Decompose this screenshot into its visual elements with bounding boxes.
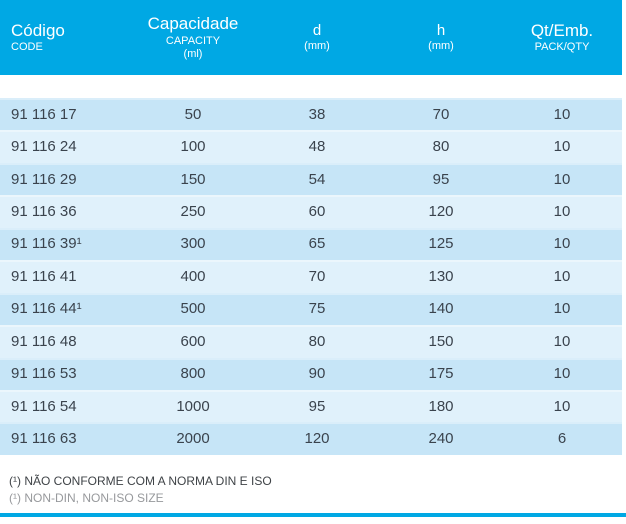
table-header: Código CODE Capacidade CAPACITY (ml) d (…	[0, 0, 622, 75]
cell-h: 80	[432, 138, 450, 156]
header-col-capacity: Capacidade CAPACITY (ml)	[132, 0, 254, 75]
cell-code: 91 116 54	[11, 397, 77, 415]
cell-h: 240	[428, 430, 454, 448]
cell-capacity: 100	[180, 138, 206, 156]
cell-d: 120	[304, 430, 330, 448]
cell-qty: 10	[553, 235, 571, 253]
header-code-sublabel: CODE	[11, 41, 43, 54]
header-capacity-label: Capacidade	[147, 14, 239, 34]
cell-d: 38	[308, 105, 326, 123]
header-col-qty: Qt/Emb. PACK/QTY	[502, 0, 622, 75]
cell-code: 91 116 44¹	[11, 300, 82, 318]
header-capacity-sublabel: CAPACITY	[165, 34, 221, 47]
table-row: 91 116 53 800 90 175 10	[0, 357, 622, 390]
cell-code: 91 116 53	[11, 365, 77, 383]
cell-code: 91 116 63	[11, 430, 77, 448]
header-qty-sublabel: PACK/QTY	[534, 41, 590, 54]
cell-capacity: 500	[180, 300, 206, 318]
cell-code: 91 116 36	[11, 203, 77, 221]
table-row: 91 116 44¹ 500 75 140 10	[0, 292, 622, 326]
cell-capacity: 400	[180, 267, 206, 285]
cell-qty: 10	[553, 138, 571, 156]
cell-qty: 10	[553, 365, 571, 383]
header-col-code: Código CODE	[0, 0, 132, 75]
cell-d: 90	[308, 365, 326, 383]
header-code-label: Código	[11, 20, 65, 40]
footnotes: (¹) NÃO CONFORME COM A NORMA DIN E ISO (…	[0, 473, 626, 507]
header-d-unit: (mm)	[304, 39, 330, 52]
cell-capacity: 2000	[176, 430, 210, 448]
cell-d: 80	[308, 332, 326, 350]
header-col-h: h (mm)	[380, 0, 502, 75]
cell-qty: 10	[553, 170, 571, 188]
cell-d: 70	[308, 267, 326, 285]
cell-code: 91 116 41	[11, 267, 77, 285]
cell-capacity: 800	[180, 365, 206, 383]
cell-h: 70	[432, 105, 450, 123]
cell-h: 120	[428, 203, 454, 221]
cell-code: 91 116 29	[11, 170, 77, 188]
cell-d: 95	[308, 397, 326, 415]
cell-qty: 10	[553, 267, 571, 285]
cell-capacity: 50	[184, 105, 202, 123]
footnote-portuguese: (¹) NÃO CONFORME COM A NORMA DIN E ISO	[9, 473, 272, 488]
cell-qty: 10	[553, 332, 571, 350]
header-qty-label: Qt/Emb.	[530, 20, 594, 40]
cell-h: 125	[428, 235, 454, 253]
cell-d: 75	[308, 300, 326, 318]
table-row: 91 116 24 100 48 80 10	[0, 130, 622, 163]
header-d-label: d	[312, 21, 322, 39]
cell-capacity: 1000	[176, 397, 210, 415]
table-row: 91 116 17 50 38 70 10	[0, 98, 622, 131]
table-row: 91 116 48 600 80 150 10	[0, 325, 622, 358]
table-row: 91 116 29 150 54 95 10	[0, 162, 622, 196]
header-h-label: h	[436, 21, 446, 39]
table-row: 91 116 54 1000 95 180 10	[0, 389, 622, 423]
table-row: 91 116 39¹ 300 65 125 10	[0, 227, 622, 261]
cell-capacity: 600	[180, 332, 206, 350]
table-row: 91 116 36 250 60 120 10	[0, 195, 622, 228]
footnote-english: (¹) NON-DIN, NON-ISO SIZE	[9, 490, 164, 505]
accent-divider	[0, 513, 626, 517]
cell-qty: 6	[557, 430, 567, 448]
cell-h: 175	[428, 365, 454, 383]
cell-qty: 10	[553, 397, 571, 415]
cell-qty: 10	[553, 203, 571, 221]
cell-d: 54	[308, 170, 326, 188]
cell-qty: 10	[553, 300, 571, 318]
cell-capacity: 150	[180, 170, 206, 188]
cell-h: 130	[428, 267, 454, 285]
cell-capacity: 250	[180, 203, 206, 221]
cell-code: 91 116 24	[11, 138, 77, 156]
table-body: 91 116 17 50 38 70 10 91 116 24 100 48 8…	[0, 98, 622, 455]
cell-h: 140	[428, 300, 454, 318]
header-capacity-unit: (ml)	[183, 47, 203, 60]
header-col-d: d (mm)	[254, 0, 380, 75]
table-row: 91 116 63 2000 120 240 6	[0, 422, 622, 455]
cell-capacity: 300	[180, 235, 206, 253]
cell-qty: 10	[553, 105, 571, 123]
header-h-unit: (mm)	[428, 39, 454, 52]
cell-d: 48	[308, 138, 326, 156]
cell-d: 65	[308, 235, 326, 253]
cell-code: 91 116 48	[11, 332, 77, 350]
cell-d: 60	[308, 203, 326, 221]
cell-code: 91 116 17	[11, 105, 77, 123]
cell-h: 150	[428, 332, 454, 350]
cell-h: 95	[432, 170, 450, 188]
table-row: 91 116 41 400 70 130 10	[0, 260, 622, 293]
cell-h: 180	[428, 397, 454, 415]
cell-code: 91 116 39¹	[11, 235, 82, 253]
